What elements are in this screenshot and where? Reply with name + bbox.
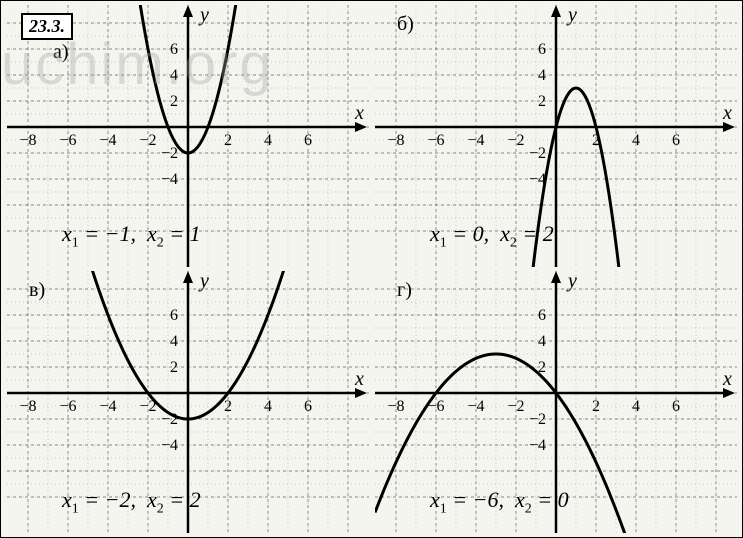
svg-text:6: 6 — [304, 398, 312, 415]
svg-text:−4: −4 — [161, 437, 178, 454]
x2-val: 1 — [190, 221, 201, 246]
panel-b: −8−6−4−2246−4−2246yx б) x1 = 0, x2 = 2 — [375, 5, 737, 267]
panel-label-v: в) — [29, 279, 45, 302]
svg-text:2: 2 — [170, 93, 178, 110]
x2-val: 2 — [543, 221, 554, 246]
exercise-number-box: 23.3. — [21, 13, 73, 40]
x2-var: x — [147, 221, 157, 246]
svg-text:4: 4 — [632, 132, 640, 149]
panel-label-g: г) — [397, 279, 412, 302]
svg-text:−4: −4 — [529, 437, 546, 454]
svg-text:−2: −2 — [139, 132, 156, 149]
svg-text:6: 6 — [538, 307, 546, 324]
x1-val: −1 — [105, 221, 131, 246]
x2-val: 2 — [190, 487, 201, 512]
svg-text:6: 6 — [170, 307, 178, 324]
svg-text:6: 6 — [304, 132, 312, 149]
svg-text:−2: −2 — [507, 132, 524, 149]
svg-text:4: 4 — [170, 67, 178, 84]
svg-text:6: 6 — [672, 398, 680, 415]
x1-var: x — [430, 487, 440, 512]
svg-text:−8: −8 — [19, 132, 36, 149]
svg-text:6: 6 — [538, 41, 546, 58]
svg-text:2: 2 — [538, 93, 546, 110]
svg-text:−2: −2 — [529, 145, 546, 162]
x1-var: x — [62, 221, 72, 246]
x1-val: −2 — [105, 487, 131, 512]
svg-text:y: y — [566, 271, 577, 292]
svg-text:4: 4 — [264, 132, 272, 149]
svg-text:2: 2 — [170, 359, 178, 376]
figure-container: { "exercise_number": "23.3.", "watermark… — [1, 1, 742, 537]
x2-val: 0 — [558, 487, 569, 512]
panel-a: −8−6−4−2246−4−2246yx 23.3. а) x1 = −1, x… — [7, 5, 369, 267]
svg-text:2: 2 — [224, 132, 232, 149]
panel-label-b: б) — [397, 13, 414, 36]
svg-text:−2: −2 — [161, 145, 178, 162]
svg-text:x: x — [354, 368, 364, 390]
svg-text:4: 4 — [170, 333, 178, 350]
svg-text:y: y — [198, 5, 209, 26]
svg-text:−8: −8 — [387, 132, 404, 149]
svg-text:−4: −4 — [467, 398, 484, 415]
svg-text:y: y — [198, 271, 209, 292]
svg-text:y: y — [566, 5, 577, 26]
svg-text:2: 2 — [592, 398, 600, 415]
svg-text:−2: −2 — [529, 411, 546, 428]
svg-text:6: 6 — [170, 41, 178, 58]
x1-var: x — [430, 221, 440, 246]
solution-b: x1 = 0, x2 = 2 — [430, 221, 554, 251]
solution-v: x1 = −2, x2 = 2 — [62, 487, 201, 517]
panel-v: −8−6−4−2246−4−2246yx в) x1 = −2, x2 = 2 — [7, 271, 369, 533]
svg-text:4: 4 — [538, 67, 546, 84]
svg-text:x: x — [722, 368, 732, 390]
svg-text:−8: −8 — [19, 398, 36, 415]
svg-text:−6: −6 — [427, 132, 444, 149]
svg-text:4: 4 — [538, 333, 546, 350]
svg-text:−4: −4 — [99, 132, 116, 149]
svg-text:−4: −4 — [161, 171, 178, 188]
solution-a: x1 = −1, x2 = 1 — [62, 221, 201, 251]
svg-text:−2: −2 — [507, 398, 524, 415]
panel-g: −8−6−4−2246−4−2246yx г) x1 = −6, x2 = 0 — [375, 271, 737, 533]
svg-text:2: 2 — [224, 398, 232, 415]
x1-var: x — [62, 487, 72, 512]
x2-var: x — [500, 221, 510, 246]
svg-text:x: x — [722, 102, 732, 124]
svg-text:−4: −4 — [99, 398, 116, 415]
svg-text:4: 4 — [632, 398, 640, 415]
svg-text:6: 6 — [672, 132, 680, 149]
svg-text:4: 4 — [264, 398, 272, 415]
svg-text:−4: −4 — [467, 132, 484, 149]
svg-text:−6: −6 — [59, 398, 76, 415]
svg-text:x: x — [354, 102, 364, 124]
x2-var: x — [147, 487, 157, 512]
solution-g: x1 = −6, x2 = 0 — [430, 487, 569, 517]
x1-val: −6 — [473, 487, 499, 512]
panel-label-a: а) — [53, 41, 69, 64]
svg-text:−6: −6 — [59, 132, 76, 149]
x1-val: 0 — [473, 221, 484, 246]
x2-var: x — [515, 487, 525, 512]
svg-text:−8: −8 — [387, 398, 404, 415]
